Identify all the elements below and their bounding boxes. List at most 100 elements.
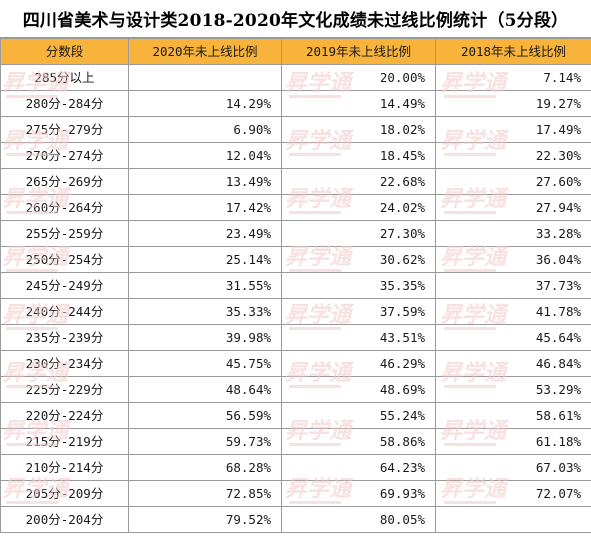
range-cell: 275分-279分 bbox=[0, 116, 129, 143]
value-2020-cell: 56.59% bbox=[128, 402, 282, 429]
value-2020-cell: 35.33% bbox=[128, 298, 282, 325]
range-cell: 285分以上 bbox=[0, 64, 129, 91]
value-2020-cell: 31.55% bbox=[128, 272, 282, 299]
table-row: 220分-224分 56.59% 55.24% 58.61% bbox=[0, 402, 591, 429]
value-2019-cell: 43.51% bbox=[281, 324, 436, 351]
value-2019-cell: 20.00% bbox=[281, 64, 436, 91]
value-2018-cell: 58.61% bbox=[435, 402, 591, 429]
table-row: 230分-234分 45.75% 46.29% 46.84% bbox=[0, 350, 591, 377]
table-row: 280分-284分 14.29% 14.49% 19.27% bbox=[0, 90, 591, 117]
table-row: 205分-209分 72.85% 69.93% 72.07% bbox=[0, 480, 591, 507]
header-range: 分数段 bbox=[0, 38, 129, 65]
value-2019-cell: 48.69% bbox=[281, 376, 436, 403]
value-2018-cell: 46.84% bbox=[435, 350, 591, 377]
range-cell: 230分-234分 bbox=[0, 350, 129, 377]
range-cell: 210分-214分 bbox=[0, 454, 129, 481]
range-cell: 235分-239分 bbox=[0, 324, 129, 351]
range-cell: 245分-249分 bbox=[0, 272, 129, 299]
value-2018-cell: 67.03% bbox=[435, 454, 591, 481]
value-2019-cell: 24.02% bbox=[281, 194, 436, 221]
value-2018-cell bbox=[435, 506, 591, 533]
value-2020-cell: 25.14% bbox=[128, 246, 282, 273]
value-2020-cell: 59.73% bbox=[128, 428, 282, 455]
value-2020-cell: 39.98% bbox=[128, 324, 282, 351]
table-title: 四川省美术与设计类2018-2020年文化成绩未过线比例统计（5分段） bbox=[22, 11, 569, 31]
value-2019-cell: 35.35% bbox=[281, 272, 436, 299]
value-2018-cell: 53.29% bbox=[435, 376, 591, 403]
table-row: 225分-229分 48.64% 48.69% 53.29% bbox=[0, 376, 591, 403]
value-2019-cell: 37.59% bbox=[281, 298, 436, 325]
value-2019-cell: 18.45% bbox=[281, 142, 436, 169]
value-2019-cell: 55.24% bbox=[281, 402, 436, 429]
value-2019-cell: 69.93% bbox=[281, 480, 436, 507]
value-2020-cell: 23.49% bbox=[128, 220, 282, 247]
table-row: 250分-254分 25.14% 30.62% 36.04% bbox=[0, 246, 591, 273]
range-cell: 225分-229分 bbox=[0, 376, 129, 403]
value-2020-cell: 17.42% bbox=[128, 194, 282, 221]
value-2019-cell: 58.86% bbox=[281, 428, 436, 455]
value-2020-cell: 48.64% bbox=[128, 376, 282, 403]
value-2020-cell: 14.29% bbox=[128, 90, 282, 117]
table-row: 240分-244分 35.33% 37.59% 41.78% bbox=[0, 298, 591, 325]
range-cell: 280分-284分 bbox=[0, 90, 129, 117]
value-2019-cell: 18.02% bbox=[281, 116, 436, 143]
value-2018-cell: 45.64% bbox=[435, 324, 591, 351]
value-2019-cell: 27.30% bbox=[281, 220, 436, 247]
value-2018-cell: 72.07% bbox=[435, 480, 591, 507]
table-row: 215分-219分 59.73% 58.86% 61.18% bbox=[0, 428, 591, 455]
value-2018-cell: 19.27% bbox=[435, 90, 591, 117]
data-table: 分数段 2020年未上线比例 2019年未上线比例 2018年未上线比例 285… bbox=[0, 38, 591, 533]
value-2018-cell: 36.04% bbox=[435, 246, 591, 273]
header-2019: 2019年未上线比例 bbox=[281, 38, 436, 65]
range-cell: 265分-269分 bbox=[0, 168, 129, 195]
value-2020-cell: 6.90% bbox=[128, 116, 282, 143]
value-2018-cell: 22.30% bbox=[435, 142, 591, 169]
value-2019-cell: 14.49% bbox=[281, 90, 436, 117]
table-row: 275分-279分 6.90% 18.02% 17.49% bbox=[0, 116, 591, 143]
table-row: 260分-264分 17.42% 24.02% 27.94% bbox=[0, 194, 591, 221]
range-cell: 270分-274分 bbox=[0, 142, 129, 169]
range-cell: 220分-224分 bbox=[0, 402, 129, 429]
header-row: 分数段 2020年未上线比例 2019年未上线比例 2018年未上线比例 bbox=[0, 38, 591, 65]
value-2020-cell: 79.52% bbox=[128, 506, 282, 533]
table-body: 285分以上 20.00% 7.14% 280分-284分 14.29% 14.49% 19… bbox=[0, 64, 591, 533]
table-row: 235分-239分 39.98% 43.51% 45.64% bbox=[0, 324, 591, 351]
header-2020: 2020年未上线比例 bbox=[128, 38, 282, 65]
value-2019-cell: 80.05% bbox=[281, 506, 436, 533]
table-row: 210分-214分 68.28% 64.23% 67.03% bbox=[0, 454, 591, 481]
range-cell: 250分-254分 bbox=[0, 246, 129, 273]
table-row: 255分-259分 23.49% 27.30% 33.28% bbox=[0, 220, 591, 247]
title-row: 四川省美术与设计类2018-2020年文化成绩未过线比例统计（5分段） bbox=[0, 0, 591, 38]
value-2019-cell: 30.62% bbox=[281, 246, 436, 273]
value-2020-cell: 72.85% bbox=[128, 480, 282, 507]
table-row: 265分-269分 13.49% 22.68% 27.60% bbox=[0, 168, 591, 195]
range-cell: 255分-259分 bbox=[0, 220, 129, 247]
value-2018-cell: 27.60% bbox=[435, 168, 591, 195]
table-row: 285分以上 20.00% 7.14% bbox=[0, 64, 591, 91]
value-2019-cell: 46.29% bbox=[281, 350, 436, 377]
value-2018-cell: 37.73% bbox=[435, 272, 591, 299]
table-row: 200分-204分 79.52% 80.05% bbox=[0, 506, 591, 533]
range-cell: 260分-264分 bbox=[0, 194, 129, 221]
value-2019-cell: 22.68% bbox=[281, 168, 436, 195]
value-2018-cell: 7.14% bbox=[435, 64, 591, 91]
range-cell: 200分-204分 bbox=[0, 506, 129, 533]
range-cell: 205分-209分 bbox=[0, 480, 129, 507]
value-2019-cell: 64.23% bbox=[281, 454, 436, 481]
range-cell: 240分-244分 bbox=[0, 298, 129, 325]
table-row: 245分-249分 31.55% 35.35% 37.73% bbox=[0, 272, 591, 299]
header-2018: 2018年未上线比例 bbox=[435, 38, 591, 65]
table-row: 270分-274分 12.04% 18.45% 22.30% bbox=[0, 142, 591, 169]
value-2018-cell: 27.94% bbox=[435, 194, 591, 221]
range-cell: 215分-219分 bbox=[0, 428, 129, 455]
value-2020-cell: 13.49% bbox=[128, 168, 282, 195]
value-2020-cell: 12.04% bbox=[128, 142, 282, 169]
value-2018-cell: 41.78% bbox=[435, 298, 591, 325]
value-2020-cell bbox=[128, 64, 282, 91]
value-2018-cell: 33.28% bbox=[435, 220, 591, 247]
value-2020-cell: 68.28% bbox=[128, 454, 282, 481]
value-2020-cell: 45.75% bbox=[128, 350, 282, 377]
value-2018-cell: 61.18% bbox=[435, 428, 591, 455]
value-2018-cell: 17.49% bbox=[435, 116, 591, 143]
